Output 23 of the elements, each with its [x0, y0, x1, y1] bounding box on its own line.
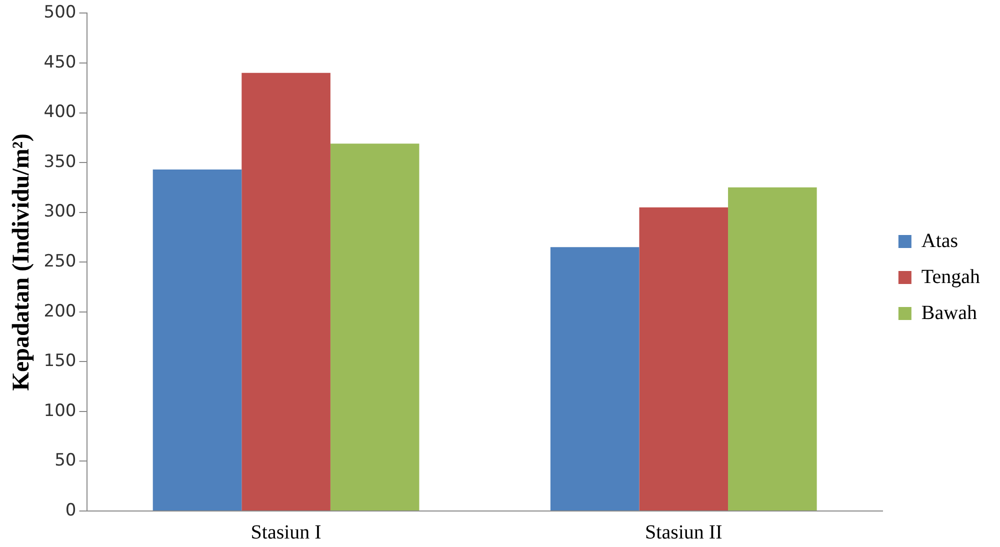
bar	[728, 187, 817, 510]
x-tick-label: Stasiun I	[250, 521, 322, 544]
y-tick-label: 200	[44, 301, 76, 322]
bar	[330, 144, 420, 510]
y-tick-label: 0	[65, 500, 76, 520]
legend-label: Bawah	[921, 302, 977, 324]
y-tick-label: 50	[54, 450, 76, 471]
bar	[152, 170, 242, 510]
y-tick-label: 100	[44, 400, 76, 421]
bar	[242, 72, 330, 510]
bar	[550, 247, 640, 510]
x-tick-label: Stasiun II	[645, 521, 722, 544]
y-tick-label: 150	[44, 351, 76, 372]
y-tick-label: 350	[44, 152, 76, 172]
legend-label: Tengah	[921, 266, 980, 288]
y-tick-label: 450	[44, 52, 76, 72]
legend-label: Atas	[921, 230, 958, 252]
y-tick-label: 500	[44, 2, 76, 23]
bar	[639, 207, 728, 510]
y-tick-label: 250	[44, 252, 76, 272]
y-tick-label: 300	[44, 202, 76, 222]
y-axis-title: Kepadatan (Individu/m²)	[8, 133, 35, 391]
y-tick-label: 400	[44, 102, 76, 122]
